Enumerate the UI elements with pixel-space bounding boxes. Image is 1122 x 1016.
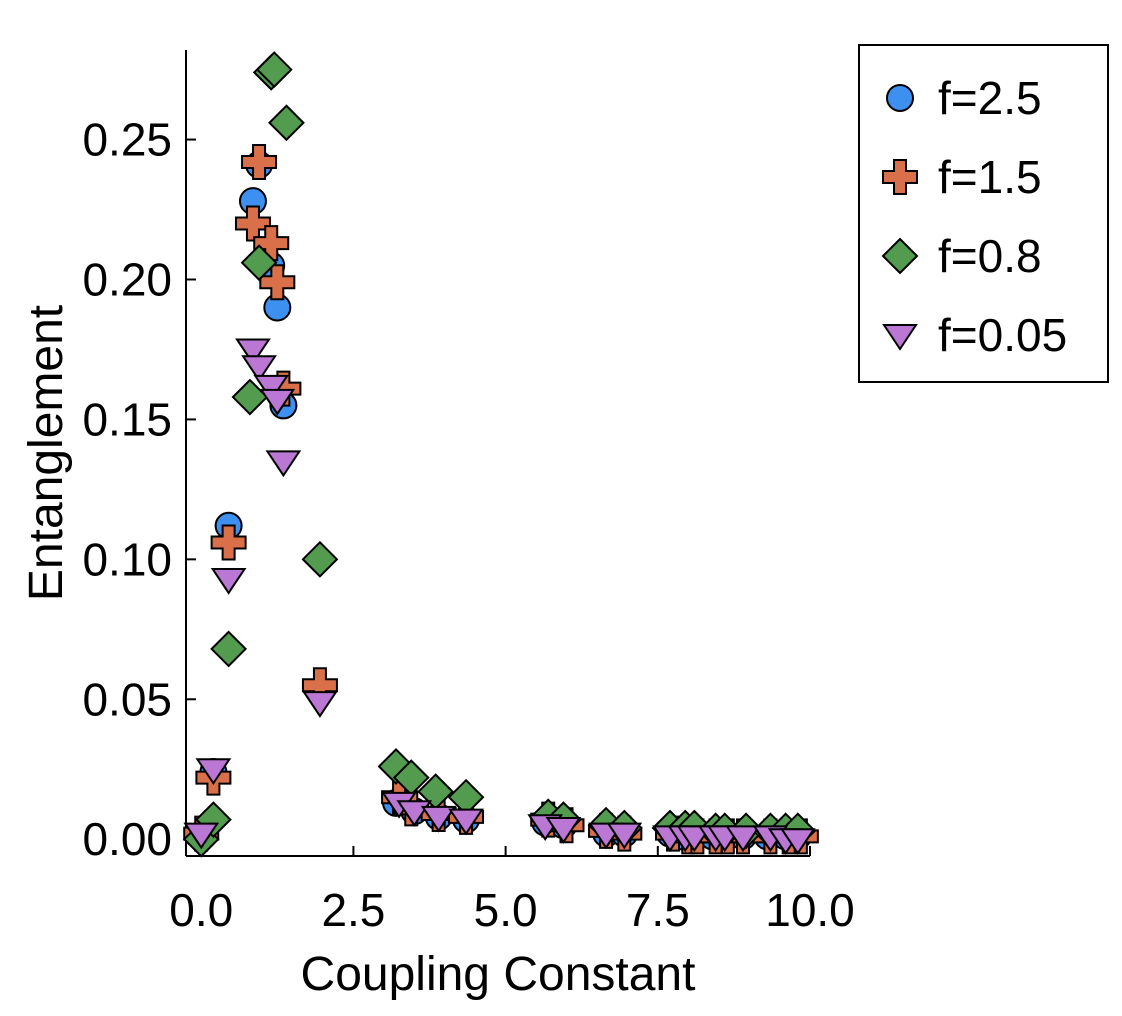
legend-label: f=0.8 bbox=[938, 230, 1042, 282]
y-tick-label: 0.10 bbox=[82, 533, 172, 585]
legend-marker bbox=[886, 84, 914, 112]
x-tick-label: 2.5 bbox=[321, 884, 385, 936]
x-tick-label: 7.5 bbox=[626, 884, 690, 936]
data-point bbox=[195, 758, 232, 786]
legend-label: f=0.05 bbox=[938, 309, 1067, 361]
data-point bbox=[265, 450, 302, 478]
x-axis-title: Coupling Constant bbox=[301, 948, 696, 1001]
y-axis-title: Entanglement bbox=[20, 305, 73, 601]
legend-marker bbox=[882, 324, 918, 351]
data-point bbox=[210, 567, 247, 595]
y-tick-label: 0.20 bbox=[82, 253, 172, 305]
data-point bbox=[676, 825, 713, 853]
x-ticks: 0.0 2.5 5.0 7.5 10.0 bbox=[169, 846, 855, 936]
y-tick-label: 0.25 bbox=[82, 114, 172, 166]
data-point bbox=[210, 524, 247, 561]
data-point bbox=[420, 805, 457, 833]
data-point bbox=[255, 51, 293, 89]
series-circle bbox=[187, 150, 812, 851]
data-point bbox=[448, 808, 484, 836]
data-point bbox=[183, 822, 220, 850]
legend-marker bbox=[882, 159, 918, 195]
data-point bbox=[268, 104, 305, 142]
x-tick-label: 0.0 bbox=[169, 884, 233, 936]
data-point bbox=[253, 374, 290, 402]
data-point bbox=[253, 225, 290, 262]
data-points bbox=[182, 51, 819, 858]
data-point bbox=[235, 338, 271, 366]
y-tick-label: 0.15 bbox=[82, 393, 172, 445]
series-plus bbox=[183, 143, 819, 855]
data-point bbox=[302, 691, 338, 718]
y-ticks: 0.00 0.05 0.10 0.15 0.20 0.25 bbox=[82, 114, 196, 865]
y-tick-label: 0.05 bbox=[82, 673, 172, 725]
x-tick-label: 10.0 bbox=[765, 884, 855, 936]
legend-marker bbox=[881, 237, 919, 275]
legend: f=2.5 f=1.5 f=0.8 f=0.05 bbox=[858, 44, 1109, 383]
data-point bbox=[606, 822, 643, 850]
data-point bbox=[725, 825, 761, 853]
data-point bbox=[210, 630, 248, 668]
axes: 0.0 2.5 5.0 7.5 10.0 0.00 0.05 0.10 0.15 0.20 0.2… bbox=[82, 50, 855, 936]
x-tick-label: 5.0 bbox=[474, 884, 538, 936]
data-point bbox=[241, 355, 277, 383]
data-point bbox=[779, 828, 816, 856]
legend-label: f=2.5 bbox=[938, 72, 1042, 124]
y-tick-label: 0.00 bbox=[82, 813, 172, 865]
series-triangle-down bbox=[183, 338, 816, 856]
legend-label: f=1.5 bbox=[938, 151, 1042, 203]
data-point bbox=[301, 540, 339, 578]
data-point bbox=[241, 143, 278, 180]
data-point bbox=[545, 817, 582, 844]
data-point bbox=[240, 244, 278, 282]
data-point bbox=[259, 388, 296, 416]
